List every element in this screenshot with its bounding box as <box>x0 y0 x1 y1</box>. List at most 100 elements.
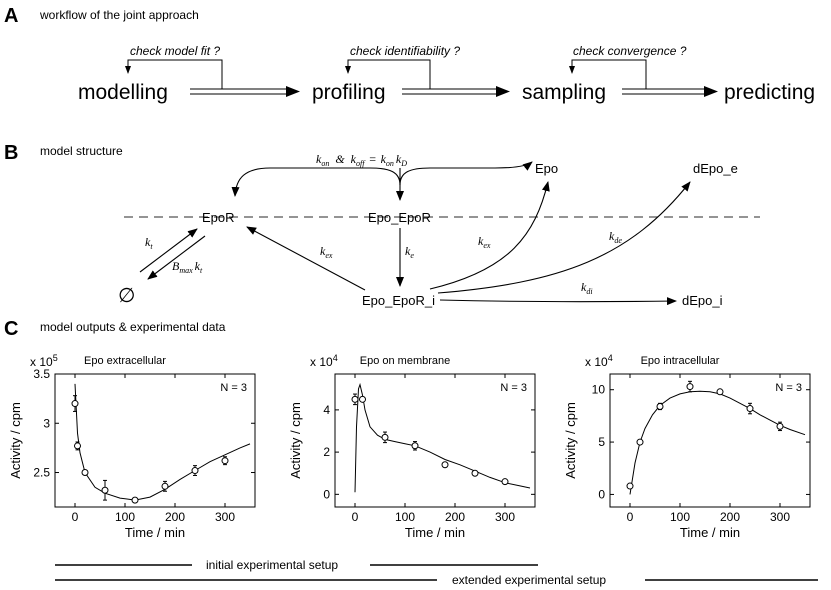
node-epo-epor: Epo_EpoR <box>368 210 431 225</box>
plot-exponent: x 104 <box>585 353 613 369</box>
setup-initial-label: initial experimental setup <box>206 558 338 572</box>
rate-kex-recycle: kex <box>320 244 333 260</box>
data-point <box>359 395 366 403</box>
data-point <box>411 442 419 450</box>
data-point <box>746 405 754 413</box>
data-point <box>381 433 389 441</box>
node-empty-set: ∅ <box>118 285 135 307</box>
x-tick-label: 100 <box>670 510 690 524</box>
data-point <box>351 395 359 403</box>
check-convergence: check convergence ? <box>573 44 687 58</box>
plot-2: Epo on membrane x 104 N = 3 0 100 200 300 0 2 4 Ti… <box>288 353 536 540</box>
setup-extended-label: extended experimental setup <box>452 573 606 587</box>
model-curve <box>629 390 806 495</box>
data-point <box>656 402 664 410</box>
x-tick-label: 0 <box>352 510 359 524</box>
workflow-arrow-3 <box>569 59 718 97</box>
x-tick-label: 100 <box>395 510 415 524</box>
x-axis-label: Time / min <box>405 525 465 540</box>
x-tick-label: 200 <box>720 510 740 524</box>
data-point <box>686 383 694 391</box>
panel-a-letter: A <box>4 5 18 27</box>
top-rate-label: kon & koff = kon kD <box>316 152 407 168</box>
data-point <box>74 442 81 450</box>
x-tick-label: 200 <box>445 510 465 524</box>
step-modelling: modelling <box>78 81 168 104</box>
x-tick-label: 0 <box>72 510 79 524</box>
data-point <box>716 388 724 396</box>
check-identifiability: check identifiability ? <box>350 44 460 58</box>
y-axis-label: Activity / cpm <box>8 402 23 479</box>
arrow-binding-left <box>231 167 401 197</box>
data-point <box>636 438 644 446</box>
model-curve <box>354 382 531 493</box>
x-tick-label: 100 <box>115 510 135 524</box>
plot-n-label: N = 3 <box>220 382 247 394</box>
plot-frame <box>609 373 811 508</box>
step-predicting: predicting <box>724 81 815 104</box>
data-point <box>626 482 634 490</box>
rate-bmax-kt: Bmax kt <box>172 259 203 275</box>
rate-kdi: kdi <box>581 280 593 296</box>
node-depo-i: dEpo_i <box>682 293 723 308</box>
y-tick-label: 3 <box>43 416 50 430</box>
setup-extended: extended experimental setup <box>55 573 818 587</box>
arrow-recycling <box>246 226 366 291</box>
plot-exponent: x 104 <box>310 353 338 369</box>
data-point <box>71 400 79 408</box>
plot-n-label: N = 3 <box>775 382 802 394</box>
data-point <box>131 496 139 504</box>
node-epo-epor-i: Epo_EpoR_i <box>362 293 435 308</box>
arrow-epor-turnover <box>147 235 206 280</box>
data-point <box>191 467 199 475</box>
data-point <box>471 469 479 477</box>
model-curve <box>74 383 251 501</box>
arrow-epor-production <box>139 228 198 273</box>
arrow-to-epo <box>399 161 533 186</box>
y-tick-label: 0 <box>598 487 605 501</box>
node-depo-e: dEpo_e <box>693 161 738 176</box>
data-point <box>81 469 89 477</box>
y-tick-label: 2 <box>323 445 330 459</box>
x-tick-label: 200 <box>165 510 185 524</box>
y-axis-label: Activity / cpm <box>563 402 578 479</box>
step-sampling: sampling <box>522 81 606 104</box>
rate-kde: kde <box>609 229 622 245</box>
y-tick-label: 3.5 <box>33 367 50 381</box>
panel-b-letter: B <box>4 142 18 164</box>
plot-exponent: x 105 <box>30 353 58 369</box>
data-point <box>776 422 784 430</box>
plot-frame <box>334 373 536 508</box>
x-tick-label: 300 <box>495 510 515 524</box>
plot-title: Epo on membrane <box>360 355 451 367</box>
plot-frame <box>54 373 256 508</box>
y-tick-label: 10 <box>592 383 606 397</box>
data-point <box>101 486 109 494</box>
data-point <box>501 478 509 486</box>
y-tick-label: 2.5 <box>33 466 50 480</box>
x-axis-label: Time / min <box>680 525 740 540</box>
plot-title: Epo extracellular <box>84 355 166 367</box>
x-tick-label: 300 <box>215 510 235 524</box>
panel-c-letter: C <box>4 318 18 340</box>
data-point <box>161 482 169 490</box>
step-profiling: profiling <box>312 81 386 104</box>
data-point <box>441 461 449 469</box>
rate-kex-exo: kex <box>478 234 491 250</box>
x-tick-label: 300 <box>770 510 790 524</box>
rate-kt: kt <box>145 235 153 251</box>
arrow-degradation-i <box>439 297 677 306</box>
node-epor: EpoR <box>202 210 235 225</box>
check-model-fit: check model fit ? <box>130 44 220 58</box>
plot-n-label: N = 3 <box>500 382 527 394</box>
y-axis-label: Activity / cpm <box>288 402 303 479</box>
plot-title: Epo intracellular <box>641 355 720 367</box>
panel-a-title: workflow of the joint approach <box>39 8 199 22</box>
arrow-degradation-e <box>437 181 691 294</box>
y-tick-label: 5 <box>598 435 605 449</box>
x-axis-label: Time / min <box>125 525 185 540</box>
panel-b-title: model structure <box>40 144 123 158</box>
data-point <box>221 457 229 465</box>
workflow-arrow-1 <box>125 59 300 97</box>
